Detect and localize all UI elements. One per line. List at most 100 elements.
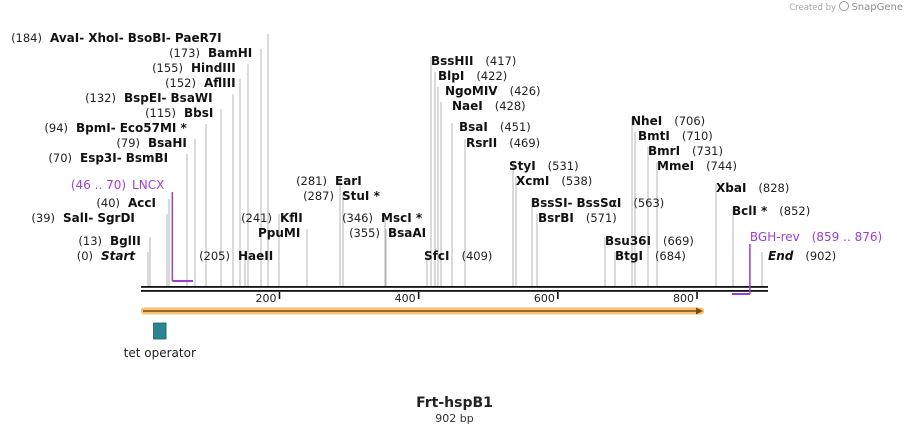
name-separator: - xyxy=(568,196,573,210)
site-position-bsu36i: (669) xyxy=(663,234,694,248)
site-position-bbsi: (115) xyxy=(145,106,176,120)
site-label-avai[interactable]: AvaI xyxy=(50,31,79,45)
site-label-end[interactable]: End xyxy=(768,249,794,263)
site-label-kfli[interactable]: KflI xyxy=(280,211,303,225)
site-label-bpmi[interactable]: BpmI xyxy=(76,121,111,135)
site-label-mmei[interactable]: MmeI xyxy=(657,159,694,173)
site-label-ppumi[interactable]: PpuMI xyxy=(258,226,300,240)
site-label-styi[interactable]: StyI xyxy=(509,159,536,173)
site-label-bsawi[interactable]: BsaWI xyxy=(171,91,213,105)
snapgene-credit: Created by SnapGene xyxy=(789,1,903,13)
site-label-bsssi[interactable]: BssSI xyxy=(531,196,568,210)
site-label-ngomiv[interactable]: NgoMIV xyxy=(445,84,498,98)
site-label-acci[interactable]: AccI xyxy=(128,196,156,210)
site-position-sfci: (409) xyxy=(461,249,492,263)
name-separator: - xyxy=(119,31,124,45)
site-label-msci[interactable]: MscI * xyxy=(381,211,423,225)
site-label-xhoi[interactable]: XhoI xyxy=(88,31,119,45)
site-label-eari[interactable]: EarI xyxy=(335,174,362,188)
site-labels: (0) Start(13) BglII (39) SalI - SgrDI(40) Acc… xyxy=(11,31,836,263)
name-separator: - xyxy=(111,121,116,135)
site-label-rsrii[interactable]: RsrII xyxy=(466,136,497,150)
site-label-bmti[interactable]: BmtI xyxy=(638,129,670,143)
site-position-bsrbi: (571) xyxy=(586,211,617,225)
map-title: Frt-hspB1 xyxy=(416,395,493,411)
site-position-mmei: (744) xyxy=(706,159,737,173)
site-position-bmti: (710) xyxy=(682,129,713,143)
site-label-haeii[interactable]: HaeII xyxy=(238,249,273,263)
site-position-bsssi-bsss-i: (563) xyxy=(633,196,664,210)
site-label-bbsi[interactable]: BbsI xyxy=(184,106,213,120)
site-label-sfci[interactable]: SfcI xyxy=(424,249,449,263)
site-position-btgi: (684) xyxy=(655,249,686,263)
primer-range-bgh-rev: (859 .. 876) xyxy=(812,230,882,244)
site-position-bamhi: (173) xyxy=(169,46,200,60)
feature-tet-operator[interactable] xyxy=(153,322,167,340)
site-label-btgi[interactable]: BtgI xyxy=(615,249,643,263)
site-label-naei[interactable]: NaeI xyxy=(452,99,483,113)
site-label-start[interactable]: Start xyxy=(101,249,136,263)
site-label-bsu36i[interactable]: Bsu36I xyxy=(605,234,651,248)
credit-brand: SnapGene xyxy=(851,2,903,13)
site-label-nhei[interactable]: NheI xyxy=(631,114,662,128)
primer-layer: (46 .. 70) LNCX BGH-rev (859 .. 876) xyxy=(71,178,882,295)
site-position-acci: (40) xyxy=(96,196,120,210)
site-label-bsmbi[interactable]: BsmBI xyxy=(126,151,168,165)
site-label-xbai[interactable]: XbaI xyxy=(716,181,746,195)
site-label-bglii[interactable]: BglII xyxy=(110,234,141,248)
tick-label-400: 400 xyxy=(395,292,416,305)
site-label-stui[interactable]: StuI * xyxy=(342,189,381,203)
ruler-ticks: 200 400 600 800 xyxy=(255,292,698,305)
sequence-backbone xyxy=(141,286,768,292)
site-label-sali[interactable]: SalI xyxy=(63,211,88,225)
site-label-bsahi[interactable]: BsaHI xyxy=(148,136,187,150)
site-position-avai-xhoi-bsobi-paer7i: (184) xyxy=(11,31,42,45)
site-label-eco57mi[interactable]: Eco57MI * xyxy=(120,121,188,135)
credit-prefix: Created by xyxy=(789,3,837,13)
tick-label-600: 600 xyxy=(534,292,555,305)
orf-arrowhead-icon xyxy=(695,307,703,315)
primer-range-lncx: (46 .. 70) xyxy=(71,178,126,192)
site-position-kfli: (241) xyxy=(241,211,272,225)
primer-name-lncx[interactable]: LNCX xyxy=(132,178,164,192)
site-position-bpmi-eco57mi: (94) xyxy=(44,121,68,135)
site-position-ngomiv: (426) xyxy=(510,84,541,98)
site-position-end: (902) xyxy=(805,249,836,263)
feature-label-tet-operator: tet operator xyxy=(124,346,196,360)
site-label-bsss-i[interactable]: BssSαI xyxy=(577,196,622,210)
site-position-xcmi: (538) xyxy=(561,174,592,188)
site-label-afliii[interactable]: AflIII xyxy=(204,76,236,90)
site-position-afliii: (152) xyxy=(165,76,196,90)
site-label-esp3i[interactable]: Esp3I xyxy=(80,151,117,165)
site-position-xbai: (828) xyxy=(758,181,789,195)
site-position-bsaai: (355) xyxy=(349,226,380,240)
site-label-xcmi[interactable]: XcmI xyxy=(516,174,549,188)
site-position-stui: (287) xyxy=(303,189,334,203)
site-position-rsrii: (469) xyxy=(509,136,540,150)
site-label-bcli[interactable]: BclI * xyxy=(732,204,768,218)
site-label-bsaai[interactable]: BsaAI xyxy=(388,226,426,240)
site-leader-lines xyxy=(147,34,763,286)
site-label-blpi[interactable]: BlpI xyxy=(438,69,464,83)
site-label-bsshii[interactable]: BssHII xyxy=(431,54,473,68)
site-position-bmri: (731) xyxy=(692,144,723,158)
site-position-eari: (281) xyxy=(296,174,327,188)
snapgene-logo-icon xyxy=(838,1,849,11)
site-label-bsobi[interactable]: BsoBI xyxy=(128,31,166,45)
name-separator: - xyxy=(117,151,122,165)
site-label-bmri[interactable]: BmrI xyxy=(648,144,680,158)
site-label-bsai[interactable]: BsaI xyxy=(459,120,488,134)
site-label-sgrdi[interactable]: SgrDI xyxy=(97,211,135,225)
site-label-bsrbi[interactable]: BsrBI xyxy=(538,211,574,225)
site-position-styi: (531) xyxy=(548,159,579,173)
site-position-esp3i-bsmbi: (70) xyxy=(48,151,72,165)
name-separator: - xyxy=(162,91,167,105)
site-label-paer7i[interactable]: PaeR7I xyxy=(175,31,222,45)
site-position-hindiii: (155) xyxy=(152,61,183,75)
site-label-bspei[interactable]: BspEI xyxy=(124,91,162,105)
site-label-hindiii[interactable]: HindIII xyxy=(191,61,236,75)
site-label-bamhi[interactable]: BamHI xyxy=(208,46,252,60)
site-position-bglii: (13) xyxy=(78,234,102,248)
primer-name-bgh-rev[interactable]: BGH-rev xyxy=(750,230,800,244)
bottom-strand xyxy=(141,290,768,292)
